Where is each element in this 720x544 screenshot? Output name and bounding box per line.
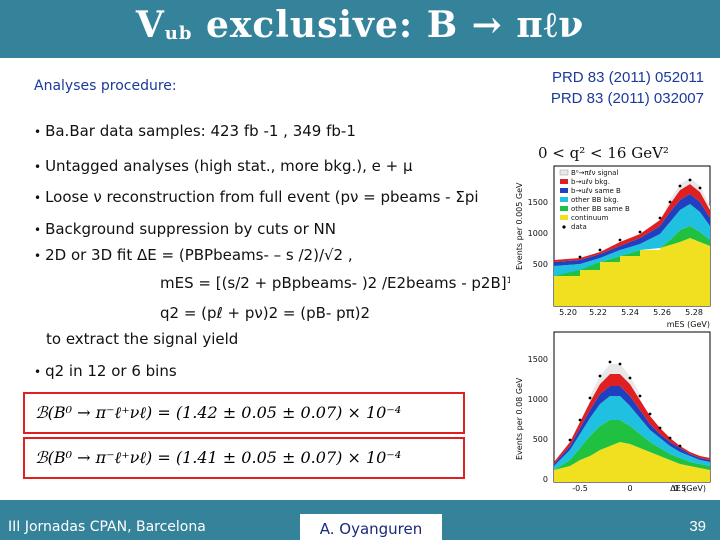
- extract-line: to extract the signal yield: [46, 330, 239, 348]
- reference-1: PRD 83 (2011) 052011: [551, 69, 704, 86]
- svg-text:mES (GeV): mES (GeV): [667, 320, 710, 329]
- svg-text:b→uℓν same B: b→uℓν same B: [571, 187, 621, 195]
- svg-text:1500: 1500: [528, 198, 548, 207]
- svg-text:0: 0: [627, 484, 632, 493]
- svg-text:B⁰→πℓν signal: B⁰→πℓν signal: [571, 169, 618, 177]
- svg-text:5.26: 5.26: [653, 308, 671, 317]
- result-box-1: ℬ(B⁰ → π⁻ℓ⁺νℓ) = (1.42 ± 0.05 ± 0.07) × …: [23, 392, 465, 434]
- svg-text:other BB same B: other BB same B: [571, 205, 630, 213]
- slide-title: Vub exclusive: B → πℓν: [135, 4, 585, 46]
- svg-text:500: 500: [533, 260, 548, 269]
- bullet-item: • Untagged analyses (high stat., more bkg…: [34, 157, 413, 175]
- q2-definition: q2 = (pℓ + pν)2 = (pB- pπ)2: [160, 304, 371, 322]
- page-number: 39: [689, 518, 706, 535]
- svg-text:5.22: 5.22: [589, 308, 607, 317]
- bullet-item: • Loose ν reconstruction from full event …: [34, 188, 479, 206]
- svg-text:5.28: 5.28: [685, 308, 703, 317]
- svg-text:data: data: [571, 223, 587, 231]
- procedure-label: Analyses procedure:: [34, 78, 177, 94]
- fit-plots: 0 < q² < 16 GeV² B⁰→πℓν signal b→uℓν bkg…: [510, 130, 716, 498]
- legend: B⁰→πℓν signal b→uℓν bkg. b→uℓν same B ot…: [559, 169, 630, 231]
- svg-text:5.20: 5.20: [559, 308, 577, 317]
- reference-2: PRD 83 (2011) 032007: [550, 90, 704, 107]
- bottom-histogram: [554, 360, 710, 482]
- svg-text:other BB bkg.: other BB bkg.: [571, 196, 619, 204]
- svg-text:1500: 1500: [528, 355, 548, 364]
- svg-text:continuum: continuum: [571, 214, 609, 222]
- references: PRD 83 (2011) 052011 PRD 83 (2011) 03200…: [551, 67, 704, 109]
- svg-text:500: 500: [533, 435, 548, 444]
- header-bar: [0, 0, 720, 58]
- mes-definition: mES = [(s/2 + pBpbeams- )2 /E2beams - p2…: [160, 274, 522, 292]
- svg-text:0: 0: [543, 475, 548, 484]
- bullet-item: • Ba.Bar data samples: 423 fb -1 , 349 fb…: [34, 122, 356, 140]
- svg-text:Events per 0.08 GeV: Events per 0.08 GeV: [515, 377, 524, 460]
- footer-conference: III Jornadas CPAN, Barcelona: [8, 519, 206, 535]
- bullet-item: • 2D or 3D fit ΔE = (PBPbeams- – s /2)/√2…: [34, 246, 353, 264]
- result-box-2: ℬ(B⁰ → π⁻ℓ⁺νℓ) = (1.41 ± 0.05 ± 0.07) × …: [23, 437, 465, 479]
- top-histogram: [554, 178, 710, 306]
- bottom-xlabel: ΔE (GeV): [670, 484, 706, 493]
- svg-text:5.24: 5.24: [621, 308, 639, 317]
- svg-text:1000: 1000: [528, 395, 548, 404]
- bullet-item: • q2 in 12 or 6 bins: [34, 362, 177, 380]
- footer-author: A. Oyanguren: [300, 514, 442, 544]
- svg-text:0.5: 0.5: [674, 484, 687, 493]
- svg-text:-0.5: -0.5: [572, 484, 588, 493]
- svg-text:1000: 1000: [528, 229, 548, 238]
- svg-text:b→uℓν bkg.: b→uℓν bkg.: [571, 178, 610, 186]
- bullet-item: • Background suppression by cuts or NN: [34, 220, 336, 238]
- q2-range-label: 0 < q² < 16 GeV²: [538, 144, 669, 162]
- svg-text:Events per 0.005 GeV: Events per 0.005 GeV: [515, 182, 524, 270]
